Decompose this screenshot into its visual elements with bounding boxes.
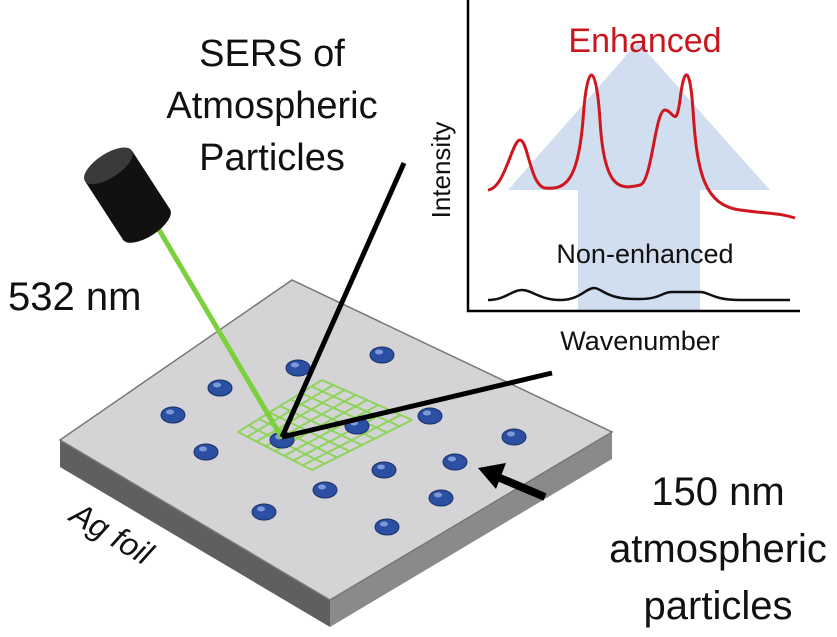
particle-highlight [166,410,174,415]
figure: Enhanced Intensity Non-enhanced Wavenumb… [0,0,837,637]
x-axis-label: Wavenumber [560,326,720,356]
particle-highlight [377,465,385,470]
particle [418,408,442,424]
particle [372,462,396,478]
particle-highlight [423,411,431,416]
particle-highlight [199,447,207,452]
particle [208,380,232,396]
particles-label: particles [644,584,793,628]
particles-label: 150 nm [651,470,784,514]
particle-highlight [375,350,383,355]
particle [443,454,467,470]
title-line: Atmospheric [166,85,377,127]
non-enhanced-label: Non-enhanced [556,239,733,269]
particle [313,482,337,498]
particle-highlight [257,507,265,512]
particle [429,490,453,506]
enhanced-label: Enhanced [568,22,721,60]
inset: Enhanced Intensity Non-enhanced Wavenumb… [426,0,800,356]
title-line: Particles [199,137,345,179]
particle-highlight [507,432,515,437]
y-axis-label: Intensity [426,122,456,219]
particle [286,360,310,376]
particle [502,429,526,445]
particle [375,519,399,535]
particle-highlight [380,522,388,527]
laser-label: 532 nm [8,275,141,319]
particle [252,504,276,520]
particle [161,407,185,423]
particle-highlight [448,457,456,462]
particle-highlight [213,383,221,388]
particle [370,347,394,363]
particle-highlight [434,493,442,498]
particles-label: atmospheric [609,527,827,571]
enhancement-arrow [508,42,770,310]
title-line: SERS of [199,33,345,75]
particle-highlight [291,363,299,368]
particle [194,444,218,460]
particle-highlight [318,485,326,490]
